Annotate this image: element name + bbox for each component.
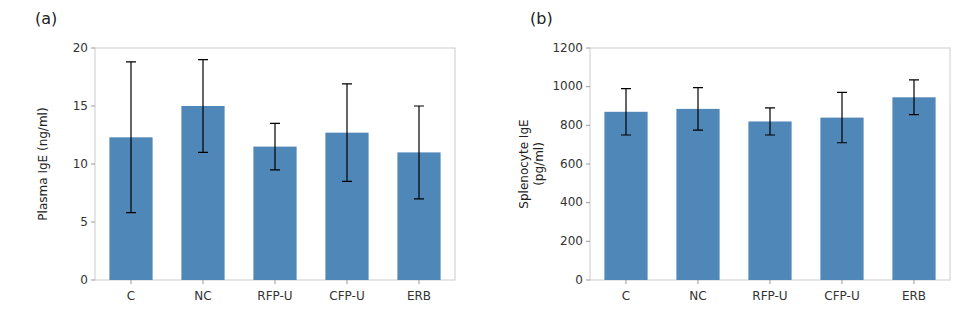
x-tick-label: RFP-U	[752, 289, 787, 303]
x-tick-label: C	[622, 289, 630, 303]
error-bar-line	[765, 108, 775, 135]
plot-frame	[590, 48, 950, 280]
bar	[748, 121, 791, 280]
y-tick	[91, 106, 95, 107]
plot-frame	[95, 48, 455, 280]
y-tick	[91, 164, 95, 165]
error-bar	[342, 84, 352, 181]
error-bar	[198, 60, 208, 153]
panel-title: (a)	[35, 9, 57, 28]
y-tick-label: 1000	[552, 79, 583, 93]
bar	[676, 109, 719, 280]
y-tick-label: 200	[560, 234, 583, 248]
x-tick-label: RFP-U	[257, 289, 292, 303]
error-bar-line	[342, 84, 352, 181]
error-bar-line	[621, 89, 631, 135]
marks	[604, 80, 935, 280]
x-tick-label: CFP-U	[824, 289, 859, 303]
y-axis-label: Plasma IgE (ng/ml)	[36, 107, 50, 220]
y-tick-label: 0	[575, 273, 583, 287]
y-axis-label-line: (pg/ml)	[532, 142, 546, 186]
error-bar-line	[414, 106, 424, 199]
marks	[109, 60, 440, 280]
x-tick-label: NC	[689, 289, 706, 303]
y-tick	[586, 125, 590, 126]
y-tick	[91, 48, 95, 49]
x-tick	[203, 280, 204, 284]
y-tick-label: 15	[73, 99, 88, 113]
error-bar-line	[270, 123, 280, 169]
error-bar	[765, 108, 775, 135]
x-tick	[626, 280, 627, 284]
x-tick-label: CFP-U	[329, 289, 364, 303]
x-tick	[770, 280, 771, 284]
x-tick	[347, 280, 348, 284]
panel: (a) 0 5 10 15 20 Plasma IgE (ng/ml) C NC RFP-U CFP…	[35, 9, 455, 303]
y-tick-label: 1200	[552, 41, 583, 55]
x-tick-label: NC	[194, 289, 211, 303]
y-tick-label: 0	[80, 273, 88, 287]
y-tick	[586, 280, 590, 281]
error-bar	[909, 80, 919, 115]
y-axis-label-line: Plasma IgE (ng/ml)	[36, 107, 50, 220]
y-tick	[586, 241, 590, 242]
figure: (a) 0 5 10 15 20 Plasma IgE (ng/ml) C NC RFP-U CFP…	[0, 0, 977, 328]
y-tick	[586, 86, 590, 87]
y-tick	[586, 202, 590, 203]
x-tick-label: ERB	[407, 289, 431, 303]
panel-title: (b)	[530, 9, 553, 28]
y-tick	[586, 48, 590, 49]
bar	[892, 97, 935, 280]
y-tick	[91, 280, 95, 281]
error-bar	[270, 123, 280, 169]
error-bar	[693, 88, 703, 131]
panel: (b) 0 200 400 600 800 1000 1200 Splenocyte IgE(p…	[517, 9, 950, 303]
error-bar	[621, 89, 631, 135]
chart-container: (a) 0 5 10 15 20 Plasma IgE (ng/ml) C NC RFP-U CFP…	[0, 0, 977, 328]
error-bar	[414, 106, 424, 199]
x-tick	[914, 280, 915, 284]
error-bar	[837, 92, 847, 142]
y-axis-label: Splenocyte IgE(pg/ml)	[517, 119, 546, 208]
y-tick-label: 5	[80, 215, 88, 229]
error-bar-line	[126, 62, 136, 213]
y-tick-label: 600	[560, 157, 583, 171]
x-tick	[698, 280, 699, 284]
y-tick-label: 400	[560, 195, 583, 209]
error-bar-line	[909, 80, 919, 115]
error-bar-line	[837, 92, 847, 142]
x-tick	[275, 280, 276, 284]
x-tick-label: C	[127, 289, 135, 303]
error-bar-line	[198, 60, 208, 153]
error-bar-line	[693, 88, 703, 131]
x-tick	[419, 280, 420, 284]
y-tick-label: 20	[73, 41, 88, 55]
x-tick-label: ERB	[902, 289, 926, 303]
x-tick	[131, 280, 132, 284]
y-tick-label: 800	[560, 118, 583, 132]
y-tick	[586, 164, 590, 165]
y-tick-label: 10	[73, 157, 88, 171]
y-tick	[91, 222, 95, 223]
y-axis-label-line: Splenocyte IgE	[517, 119, 531, 208]
bar	[604, 112, 647, 280]
error-bar	[126, 62, 136, 213]
x-tick	[842, 280, 843, 284]
